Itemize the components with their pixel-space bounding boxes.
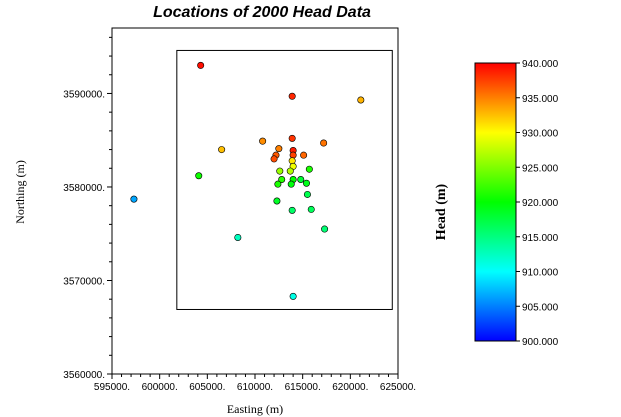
data-point: [259, 137, 267, 145]
data-point: [278, 175, 286, 183]
data-point: [197, 61, 205, 69]
y-axis-label: Northing (m): [13, 160, 27, 224]
data-point: [357, 96, 365, 104]
data-point: [273, 197, 281, 205]
data-point: [275, 145, 283, 153]
data-point: [288, 206, 296, 214]
data-point: [234, 233, 242, 241]
colorbar-tick-label: 910.000: [522, 268, 559, 279]
data-point: [305, 165, 313, 173]
colorbar-tick-label: 930.000: [522, 129, 559, 140]
x-tick-label: 620000.: [332, 382, 368, 393]
data-points: [130, 61, 365, 300]
colorbar-ticks: 940.000 935.000 930.000 925.000 920.000 915.0…: [516, 59, 559, 348]
y-axis-ticks: 3560000. 3570000. 3580000. 3590000.: [63, 36, 112, 381]
data-point: [276, 167, 284, 175]
data-point: [321, 225, 329, 233]
data-point: [218, 146, 226, 154]
data-point: [320, 139, 328, 147]
data-point: [303, 190, 311, 198]
x-tick-label: 605000.: [189, 382, 225, 393]
chart-title: Locations of 2000 Head Data: [153, 4, 371, 21]
data-point: [307, 205, 315, 213]
x-axis-label: Easting (m): [227, 402, 283, 416]
data-point: [274, 180, 282, 188]
x-tick-label: 600000.: [142, 382, 178, 393]
x-tick-label: 595000.: [94, 382, 130, 393]
colorbar-tick-label: 905.000: [522, 302, 559, 313]
data-point: [130, 195, 138, 203]
colorbar-tick-label: 915.000: [522, 233, 559, 244]
data-point: [195, 172, 203, 180]
x-tick-label: 625000.: [380, 382, 416, 393]
colorbar-tick-label: 940.000: [522, 59, 559, 70]
colorbar-tick-label: 900.000: [522, 337, 559, 348]
data-point: [286, 167, 294, 175]
data-point: [302, 179, 310, 187]
data-point: [300, 151, 308, 159]
colorbar-tick-label: 920.000: [522, 198, 559, 209]
data-point: [288, 92, 296, 100]
data-point: [289, 292, 297, 300]
y-tick-label: 3560000.: [63, 370, 105, 381]
y-tick-label: 3580000.: [63, 183, 105, 194]
data-point: [270, 155, 278, 163]
y-tick-label: 3570000.: [63, 276, 105, 287]
data-point: [297, 175, 305, 183]
data-point: [289, 151, 297, 159]
x-tick-label: 615000.: [285, 382, 321, 393]
data-point: [288, 157, 296, 165]
data-extent-box: [176, 49, 393, 310]
colorbar: [474, 62, 517, 342]
colorbar-tick-label: 935.000: [522, 94, 559, 105]
data-point: [287, 180, 295, 188]
data-point: [288, 134, 296, 142]
x-axis-ticks: 595000. 600000. 605000. 610000. 615000. 62000…: [94, 374, 416, 393]
plot-frame: [111, 27, 399, 375]
colorbar-label: Head (m): [434, 183, 449, 240]
x-tick-label: 610000.: [237, 382, 273, 393]
colorbar-tick-label: 925.000: [522, 163, 559, 174]
y-tick-label: 3590000.: [63, 89, 105, 100]
